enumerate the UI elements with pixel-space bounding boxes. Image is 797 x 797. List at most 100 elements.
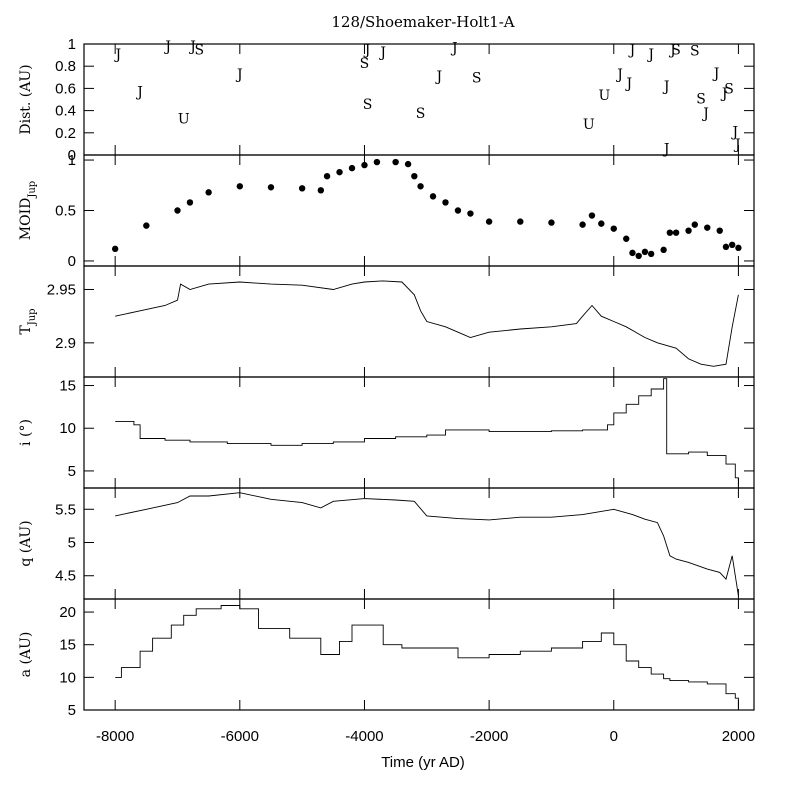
- encounter-label: J: [720, 86, 728, 102]
- encounter-label: J: [712, 66, 720, 82]
- encounter-label: J: [450, 40, 458, 56]
- panel-frame: [83, 265, 755, 378]
- encounter-label: J: [646, 47, 654, 63]
- y-tick-label: 5: [68, 702, 76, 719]
- data-point: [392, 158, 399, 166]
- encounter-label: J: [235, 67, 243, 83]
- data-point: [298, 185, 306, 192]
- panel-q: 4.5 5 5.5 q (AU): [18, 487, 755, 600]
- encounter-label: U: [599, 88, 611, 104]
- x-tick-label: 2000: [722, 728, 755, 745]
- encounter-label: U: [583, 117, 595, 133]
- y-tick-label: 1: [68, 152, 76, 169]
- data-point: [411, 172, 418, 180]
- encounter-label: J: [701, 106, 709, 122]
- chart-title: 128/Shoemaker-Holt1-A: [331, 13, 514, 31]
- y-tick-label: 5: [68, 463, 76, 480]
- data-point: [373, 158, 381, 166]
- encounter-label: J: [615, 67, 623, 83]
- data-point: [417, 183, 424, 190]
- x-tick-label: -6000: [221, 728, 259, 745]
- series-line: [115, 378, 739, 487]
- data-point: [442, 199, 449, 206]
- data-point: [666, 229, 674, 236]
- encounter-label: J: [188, 39, 196, 55]
- y-tick-label: 4.5: [55, 568, 76, 585]
- y-tick-label: 10: [59, 420, 76, 437]
- data-point: [467, 210, 474, 217]
- x-axis-label: Time (yr AD): [381, 754, 465, 771]
- y-tick-label: 2.95: [47, 281, 76, 298]
- data-point: [685, 227, 692, 234]
- encounter-label: S: [195, 43, 205, 59]
- y-tick-label: 0.2: [55, 125, 76, 142]
- data-point: [317, 187, 325, 194]
- encounter-label: J: [730, 125, 738, 141]
- y-axis-label-subscript: Jup: [27, 308, 38, 326]
- y-tick-label: 0.8: [55, 58, 76, 75]
- encounter-label: U: [178, 111, 190, 127]
- data-point: [404, 160, 412, 168]
- panel-a: -8000 -6000 -4000 -2000 0 2000 5 10 15 20 a (AU): [18, 598, 755, 745]
- encounter-label: S: [363, 97, 373, 113]
- data-point: [641, 248, 649, 256]
- data-point: [111, 245, 119, 253]
- y-tick-label: 5: [68, 535, 76, 552]
- x-tick-label: -8000: [96, 728, 134, 745]
- encounter-label: S: [472, 70, 482, 86]
- data-point: [635, 252, 642, 260]
- y-tick-label: 10: [59, 669, 76, 686]
- encounter-label: S: [696, 91, 706, 107]
- encounter-label: S: [360, 56, 370, 72]
- encounter-label: J: [628, 43, 636, 59]
- data-point: [174, 207, 181, 214]
- data-point: [454, 207, 462, 214]
- encounter-label: J: [662, 141, 670, 157]
- data-point: [336, 168, 343, 176]
- x-tick-label: 0: [610, 728, 618, 745]
- y-tick-label: 20: [59, 604, 76, 621]
- encounter-label: S: [671, 43, 681, 59]
- encounter-label: S: [724, 81, 734, 97]
- data-point: [623, 235, 630, 242]
- data-point: [716, 227, 723, 234]
- x-tick-label: -2000: [470, 728, 508, 745]
- panel-frame: [83, 376, 755, 489]
- encounter-label: J: [363, 43, 371, 59]
- data-point: [629, 249, 636, 257]
- data-point: [323, 172, 331, 180]
- data-point: [598, 220, 605, 227]
- data-point: [610, 225, 617, 232]
- y-tick-label: 0.4: [55, 103, 76, 120]
- y-axis-label: i (°): [18, 419, 34, 446]
- panel-moid: 0 0.5 1 MOIDJup: [18, 152, 755, 270]
- encounter-label: J: [113, 47, 121, 63]
- encounter-label: J: [434, 69, 442, 85]
- data-point: [722, 243, 730, 251]
- data-point: [579, 221, 586, 228]
- encounter-label: S: [416, 106, 426, 122]
- encounter-label: J: [135, 85, 143, 101]
- encounter-label: J: [662, 79, 670, 95]
- panel-frame: [83, 154, 755, 267]
- y-tick-label: 5.5: [55, 501, 76, 518]
- data-point: [348, 164, 356, 172]
- y-tick-label: 15: [59, 378, 76, 395]
- y-axis-label: MOIDJup: [18, 181, 38, 240]
- y-axis-label: q (AU): [18, 520, 34, 566]
- y-tick-label: 15: [59, 637, 76, 654]
- series-line: [115, 492, 739, 596]
- y-axis-label: a (AU): [18, 632, 34, 678]
- y-tick-label: 1: [68, 36, 76, 53]
- data-point: [728, 241, 736, 249]
- y-axis-label-subscript: Jup: [27, 181, 38, 199]
- data-point: [647, 250, 655, 258]
- data-point: [691, 221, 698, 228]
- y-tick-label: 0: [68, 147, 76, 164]
- data-point: [660, 246, 667, 254]
- y-tick-label: 0: [68, 253, 76, 270]
- x-tick-label: -4000: [345, 728, 383, 745]
- data-point: [485, 218, 493, 225]
